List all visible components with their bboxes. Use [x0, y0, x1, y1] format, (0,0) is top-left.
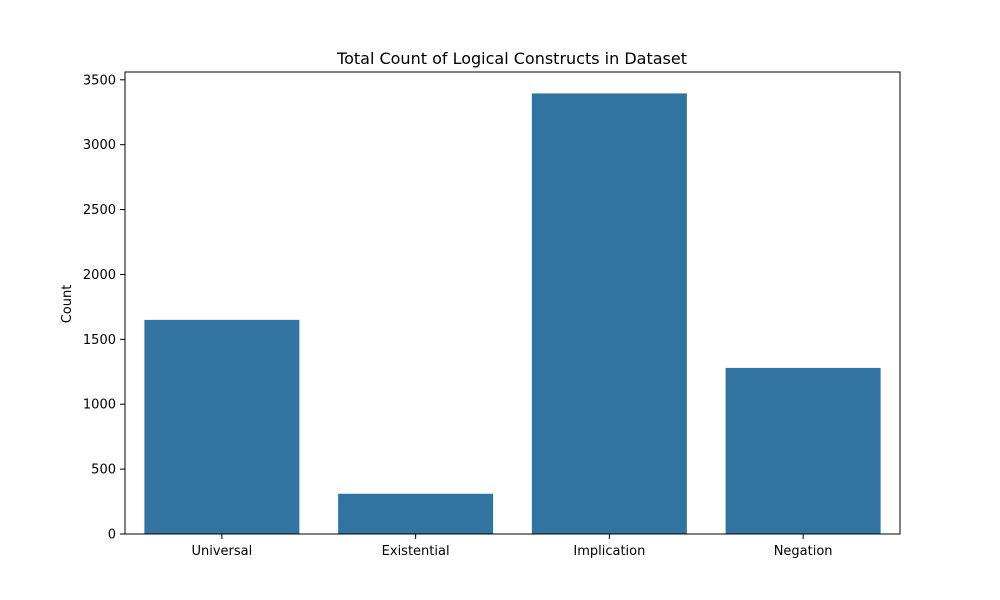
bar-implication	[531, 93, 687, 535]
y-tick-label-1000: 1000	[83, 398, 116, 413]
y-axis-label: Count	[60, 285, 75, 324]
y-tick-label-1500: 1500	[83, 333, 116, 348]
y-tick-label-3000: 3000	[83, 138, 116, 153]
bar-universal	[144, 319, 300, 534]
y-tick-label-500: 500	[91, 463, 116, 478]
bar-negation	[725, 367, 881, 534]
plot-frame	[124, 71, 901, 535]
x-tick-label-negation: Negation	[774, 544, 833, 559]
y-tick-label-3500: 3500	[83, 73, 116, 88]
x-axis: Universal Existential Implication Negation	[191, 534, 833, 559]
bar-existential	[338, 493, 494, 534]
chart-title: Total Count of Logical Constructs in Dat…	[336, 49, 687, 68]
y-axis: 0 500 1000 1500 2000 2500 3000 3500	[83, 73, 125, 543]
y-tick-label-2500: 2500	[83, 203, 116, 218]
y-tick-label-2000: 2000	[83, 268, 116, 283]
y-tick-label-0: 0	[108, 528, 116, 543]
x-tick-label-universal: Universal	[191, 544, 252, 559]
bars-group	[144, 93, 881, 535]
x-tick-label-existential: Existential	[382, 544, 450, 559]
x-tick-label-implication: Implication	[573, 544, 645, 559]
